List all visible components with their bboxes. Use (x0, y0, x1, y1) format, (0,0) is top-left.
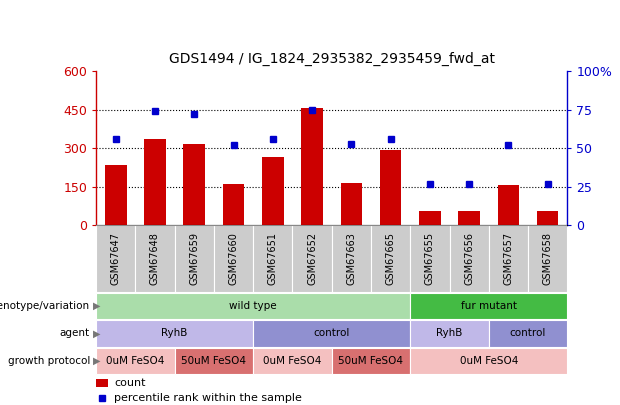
Bar (410, 292, 567, 319)
Bar (458, 211, 480, 225)
Bar (144, 139, 166, 225)
Text: wild type: wild type (229, 301, 277, 311)
Bar (253, 320, 410, 347)
Bar (537, 211, 559, 225)
Bar (301, 109, 323, 225)
Bar (489, 320, 567, 347)
Text: GSM67659: GSM67659 (189, 232, 199, 285)
Text: ▶: ▶ (93, 301, 100, 311)
Text: GSM67651: GSM67651 (268, 232, 278, 285)
Title: GDS1494 / IG_1824_2935382_2935459_fwd_at: GDS1494 / IG_1824_2935382_2935459_fwd_at (169, 52, 495, 66)
Text: agent: agent (60, 328, 90, 338)
Text: GSM67658: GSM67658 (542, 232, 552, 285)
Text: RyhB: RyhB (161, 328, 188, 338)
Text: GSM67655: GSM67655 (425, 232, 435, 285)
Bar (498, 185, 519, 225)
Text: RyhB: RyhB (436, 328, 463, 338)
Bar (410, 225, 449, 292)
Text: growth protocol: growth protocol (7, 356, 90, 366)
Bar (175, 347, 253, 374)
Text: GSM67647: GSM67647 (111, 232, 121, 285)
Text: count: count (114, 378, 146, 388)
Text: ▶: ▶ (93, 328, 100, 338)
Text: genotype/variation: genotype/variation (0, 301, 90, 311)
Bar (96, 379, 108, 387)
Text: control: control (314, 328, 350, 338)
Bar (262, 157, 283, 225)
Bar (96, 320, 253, 347)
Text: GSM67663: GSM67663 (347, 232, 356, 285)
Bar (489, 225, 528, 292)
Text: GSM67656: GSM67656 (464, 232, 474, 285)
Bar (332, 225, 371, 292)
Text: ▶: ▶ (93, 356, 100, 366)
Bar (380, 149, 401, 225)
Text: GSM67657: GSM67657 (503, 232, 513, 285)
Text: GSM67665: GSM67665 (386, 232, 396, 285)
Bar (105, 165, 126, 225)
Text: 0uM FeSO4: 0uM FeSO4 (459, 356, 518, 366)
Bar (96, 225, 135, 292)
Bar (419, 211, 441, 225)
Text: control: control (510, 328, 546, 338)
Text: 0uM FeSO4: 0uM FeSO4 (264, 356, 322, 366)
Bar (410, 347, 567, 374)
Bar (253, 225, 293, 292)
Text: fur mutant: fur mutant (461, 301, 516, 311)
Text: GSM67660: GSM67660 (229, 232, 239, 285)
Bar (175, 225, 214, 292)
Bar (96, 292, 410, 319)
Bar (214, 225, 253, 292)
Text: GSM67652: GSM67652 (307, 232, 317, 285)
Bar (340, 183, 362, 225)
Text: 0uM FeSO4: 0uM FeSO4 (106, 356, 164, 366)
Text: GSM67648: GSM67648 (150, 232, 160, 285)
Bar (135, 225, 175, 292)
Text: 50uM FeSO4: 50uM FeSO4 (182, 356, 246, 366)
Bar (450, 225, 489, 292)
Text: 50uM FeSO4: 50uM FeSO4 (339, 356, 404, 366)
Bar (223, 184, 244, 225)
Bar (371, 225, 410, 292)
Bar (410, 320, 489, 347)
Bar (528, 225, 567, 292)
Text: percentile rank within the sample: percentile rank within the sample (114, 393, 302, 403)
Bar (293, 225, 332, 292)
Bar (253, 347, 332, 374)
Bar (184, 145, 205, 225)
Bar (96, 347, 175, 374)
Bar (332, 347, 410, 374)
